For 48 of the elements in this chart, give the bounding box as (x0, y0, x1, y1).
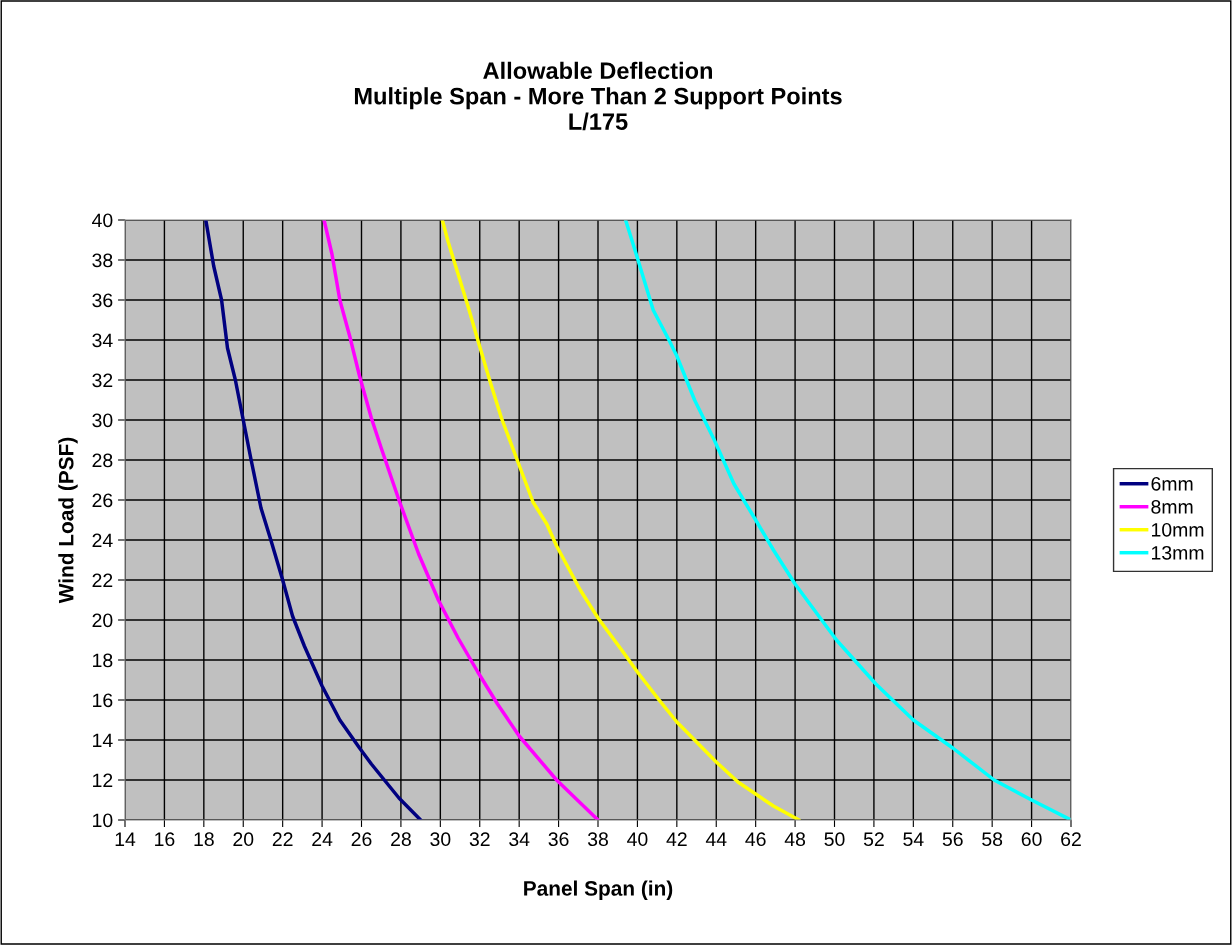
x-tick-label: 28 (391, 832, 411, 847)
y-tick-label: 24 (92, 533, 113, 548)
y-tick-label: 22 (92, 573, 113, 588)
x-tick-label: 32 (469, 832, 490, 847)
x-tick-label: 44 (705, 832, 727, 846)
y-tick-label: 28 (92, 453, 113, 468)
x-tick-label: 36 (548, 832, 569, 847)
y-tick-label: 12 (93, 773, 113, 788)
legend-label: 10mm (1152, 522, 1204, 537)
y-tick-label: 20 (92, 613, 113, 628)
y-tick-label: 26 (92, 493, 113, 508)
x-tick-label: 62 (1061, 832, 1081, 847)
x-tick-label: 38 (587, 832, 608, 847)
x-tick-label: 16 (155, 832, 175, 847)
y-tick-label: 10 (93, 813, 113, 828)
x-tick-label: 58 (982, 832, 1003, 847)
legend-label: 13mm (1152, 545, 1204, 560)
y-tick-label: 32 (92, 373, 113, 388)
x-tick-label: 24 (312, 832, 333, 846)
x-axis-title: Panel Span (in) (524, 880, 673, 900)
x-tick-label: 30 (430, 832, 451, 847)
x-tick-label: 50 (824, 832, 845, 847)
y-tick-label: 36 (92, 293, 113, 308)
x-tick-label: 56 (942, 832, 963, 847)
x-tick-label: 60 (1021, 832, 1042, 847)
x-tick-label: 46 (745, 832, 766, 847)
x-tick-label: 40 (627, 832, 648, 847)
y-tick-label: 40 (92, 213, 113, 228)
legend-label: 8mm (1151, 499, 1193, 514)
y-tick-label: 14 (93, 733, 113, 748)
x-tick-label: 54 (903, 832, 924, 847)
x-tick-label: 18 (194, 832, 214, 847)
legend-label: 6mm (1151, 476, 1193, 491)
y-axis-title: Wind Load (PSF) (58, 437, 78, 604)
y-tick-label: 30 (92, 413, 113, 428)
chart-title: Allowable Deflection Multiple Span - More Than 2 Support Points L/175 (354, 61, 842, 131)
x-tick-label: 34 (509, 832, 530, 847)
x-tick-label: 42 (666, 832, 687, 846)
y-tick-label: 34 (92, 333, 113, 348)
x-tick-label: 52 (863, 832, 884, 847)
x-tick-label: 20 (233, 832, 254, 847)
x-tick-label: 48 (784, 832, 806, 847)
y-tick-label: 18 (93, 653, 113, 668)
x-tick-label: 22 (272, 832, 293, 846)
x-tick-label: 26 (351, 832, 372, 847)
x-tick-label: 14 (115, 832, 136, 846)
y-tick-label: 38 (92, 253, 113, 268)
y-tick-label: 16 (93, 693, 113, 708)
